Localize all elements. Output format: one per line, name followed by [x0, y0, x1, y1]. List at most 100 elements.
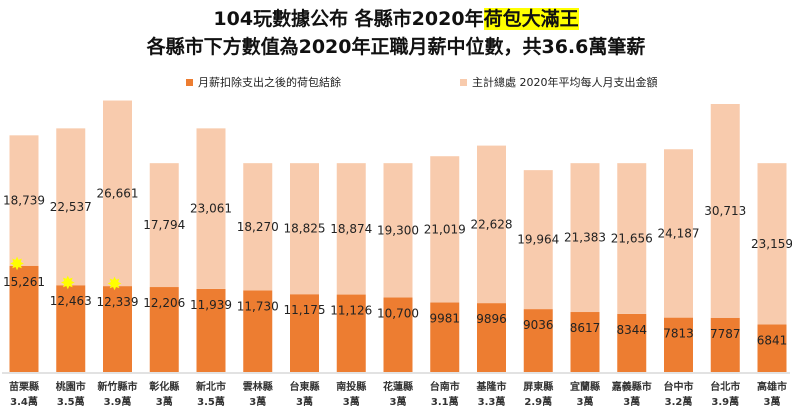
data-label-expense: 19,964	[517, 233, 559, 247]
median-salary-label: 3.2萬	[665, 395, 693, 408]
category-label: 南投縣	[336, 380, 366, 393]
bar-expense	[336, 163, 366, 295]
category-label: 嘉義縣市	[611, 380, 652, 393]
category-label: 花蓮縣	[383, 380, 413, 393]
median-salary-label: 3.1萬	[431, 395, 459, 408]
chart-title: 104玩數據公布 各縣市2020年荷包大滿王	[0, 4, 792, 31]
bar-balance	[9, 265, 39, 372]
title-text: 104玩數據公布 各縣市2020年	[213, 8, 484, 30]
bar-expense	[710, 104, 740, 318]
category-label: 基隆市	[476, 380, 507, 393]
category-label: 屏東縣	[522, 380, 553, 393]
bar-expense	[570, 163, 600, 313]
data-label-expense: 19,300	[377, 223, 419, 237]
star-icon: ✸	[9, 254, 24, 275]
data-label-balance: 10,700	[377, 307, 419, 321]
data-label-balance: 11,939	[190, 298, 232, 312]
bar-balance	[617, 313, 647, 372]
category-label: 彰化縣	[149, 380, 179, 393]
data-label-balance: 11,126	[330, 304, 372, 318]
category-label: 台南市	[430, 380, 460, 393]
legend-swatch	[186, 78, 193, 86]
data-label-expense: 26,661	[97, 186, 139, 200]
median-salary-label: 3萬	[343, 395, 360, 408]
bar-balance	[570, 312, 600, 372]
data-label-expense: 22,628	[471, 217, 513, 231]
median-salary-label: 3萬	[249, 395, 266, 408]
median-salary-label: 3萬	[390, 395, 407, 408]
category-label: 苗栗縣	[9, 380, 39, 393]
bar-expense	[196, 128, 226, 289]
median-salary-label: 3萬	[156, 395, 173, 408]
median-salary-label: 3萬	[623, 395, 640, 408]
star-icon: ✸	[107, 274, 122, 295]
bar-expense	[103, 100, 132, 287]
bar-expense	[617, 163, 647, 314]
category-label: 台中市	[664, 380, 694, 393]
median-salary-label: 3.5萬	[57, 395, 85, 408]
category-label: 高雄市	[757, 380, 787, 393]
median-salary-label: 3.9萬	[711, 395, 739, 408]
data-label-balance: 11,175	[284, 303, 326, 317]
data-label-balance: 11,730	[237, 299, 279, 313]
bar-expense	[383, 163, 413, 298]
bar-balance	[149, 287, 179, 372]
bar-balance	[664, 317, 693, 372]
data-label-expense: 30,713	[704, 204, 746, 218]
bar-expense	[9, 135, 39, 266]
bar-balance	[757, 324, 787, 372]
bar-expense	[56, 128, 86, 286]
bar-balance	[430, 302, 460, 372]
data-label-expense: 23,159	[751, 237, 792, 251]
category-label: 台北市	[710, 380, 740, 393]
title-highlight: 荷包大滿王	[483, 8, 579, 30]
data-label-balance: 12,339	[97, 295, 139, 309]
bar-expense	[243, 163, 273, 291]
bar-balance	[243, 290, 273, 372]
data-label-balance: 12,206	[143, 296, 185, 310]
bar-balance	[56, 285, 86, 372]
star-icon: ✸	[60, 273, 75, 294]
data-label-balance: 15,261	[3, 275, 45, 289]
median-salary-label: 3萬	[764, 395, 781, 408]
median-salary-label: 2.9萬	[524, 395, 552, 408]
chart-subtitle: 各縣市下方數值為2020年正職月薪中位數，共36.6萬筆薪	[146, 36, 646, 58]
category-label: 雲林縣	[243, 380, 273, 393]
median-salary-label: 3.3萬	[478, 395, 506, 408]
data-label-balance: 8344	[616, 323, 647, 337]
bar-balance	[336, 294, 366, 372]
bar-expense	[290, 163, 319, 295]
median-salary-label: 3.4萬	[10, 395, 38, 408]
data-label-expense: 23,061	[190, 202, 232, 216]
legend-item-expense: 主計總處 2020年平均每人月支出金額	[460, 74, 658, 90]
bar-balance	[196, 288, 226, 372]
bar-balance	[523, 309, 553, 372]
bar-expense	[664, 149, 693, 318]
category-label: 新北市	[196, 380, 226, 393]
median-salary-label: 3萬	[577, 395, 594, 408]
legend-item-balance: 月薪扣除支出之後的荷包結餘	[186, 74, 341, 90]
data-label-balance: 9896	[476, 312, 507, 326]
data-label-balance: 7787	[710, 327, 741, 341]
data-label-expense: 17,794	[143, 218, 185, 232]
bar-balance	[103, 286, 132, 372]
data-label-balance: 6841	[757, 333, 788, 347]
median-salary-label: 3.9萬	[104, 395, 132, 408]
data-label-expense: 18,739	[3, 194, 45, 208]
bar-balance	[710, 317, 740, 372]
bar-balance	[383, 297, 413, 372]
data-label-expense: 21,019	[424, 222, 466, 236]
bar-expense	[477, 145, 506, 304]
bar-balance	[477, 303, 506, 372]
bar-expense	[523, 170, 553, 310]
legend-swatch	[460, 78, 467, 86]
data-label-balance: 7813	[663, 327, 694, 341]
data-label-expense: 18,825	[284, 222, 326, 236]
category-label: 宜蘭縣	[570, 380, 600, 393]
median-salary-label: 3.5萬	[197, 395, 225, 408]
data-label-balance: 8617	[570, 321, 601, 335]
data-label-balance: 9036	[523, 318, 554, 332]
data-label-expense: 22,537	[50, 200, 92, 214]
